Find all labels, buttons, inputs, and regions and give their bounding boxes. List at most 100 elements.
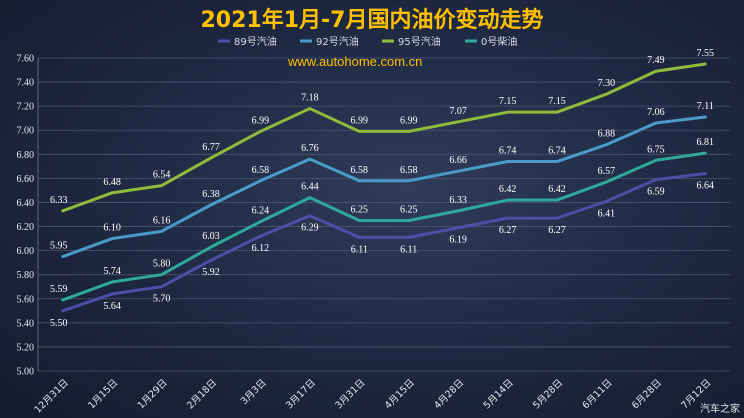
data-label: 7.07 bbox=[449, 106, 467, 117]
data-label: 6.27 bbox=[548, 225, 566, 236]
data-label: 6.59 bbox=[647, 187, 665, 198]
chart-title: 2021年1月-7月国内油价变动走势 bbox=[200, 8, 544, 33]
y-tick-label: 7.60 bbox=[17, 54, 35, 65]
data-label: 6.25 bbox=[400, 205, 418, 216]
data-label: 6.48 bbox=[103, 177, 121, 188]
data-label: 6.57 bbox=[598, 166, 616, 177]
data-label: 6.03 bbox=[202, 231, 220, 242]
data-label: 6.41 bbox=[598, 208, 616, 219]
data-label: 6.77 bbox=[202, 142, 220, 153]
x-tick-label: 6月11日 bbox=[581, 377, 615, 411]
y-tick-label: 5.80 bbox=[17, 270, 35, 281]
data-label: 6.58 bbox=[252, 165, 270, 176]
y-tick-label: 6.00 bbox=[17, 246, 35, 257]
x-tick-label: 2月18日 bbox=[185, 377, 219, 411]
y-tick-label: 6.80 bbox=[17, 150, 35, 161]
legend: 89号汽油 92号汽油 95号汽油 0号柴油 bbox=[218, 35, 517, 48]
series-line bbox=[61, 151, 707, 302]
data-label: 5.74 bbox=[103, 266, 121, 277]
data-label: 5.64 bbox=[103, 301, 121, 312]
x-tick-label: 3月31日 bbox=[333, 377, 367, 411]
x-tick-label: 4月28日 bbox=[432, 377, 466, 411]
grid-lines bbox=[37, 57, 730, 372]
data-label: 6.74 bbox=[499, 146, 517, 157]
data-label: 6.10 bbox=[103, 223, 121, 234]
data-label: 5.70 bbox=[153, 294, 171, 305]
data-label: 6.58 bbox=[351, 165, 369, 176]
y-tick-label: 6.40 bbox=[17, 198, 35, 209]
series-line bbox=[61, 172, 707, 313]
x-tick-label: 5月14日 bbox=[482, 377, 516, 411]
data-label: 7.15 bbox=[548, 96, 566, 107]
x-tick-label: 3月3日 bbox=[239, 377, 269, 407]
data-label: 6.24 bbox=[252, 206, 270, 217]
y-tick-label: 5.20 bbox=[17, 342, 35, 353]
data-label: 6.25 bbox=[351, 205, 369, 216]
data-label: 5.95 bbox=[50, 241, 68, 252]
y-tick-label: 7.00 bbox=[17, 126, 35, 137]
y-tick-label: 6.60 bbox=[17, 174, 35, 185]
x-tick-label: 3月17日 bbox=[284, 377, 318, 411]
data-label: 6.75 bbox=[647, 144, 665, 155]
data-label: 6.29 bbox=[301, 223, 319, 234]
data-label: 6.81 bbox=[697, 137, 715, 148]
data-label: 5.50 bbox=[50, 318, 68, 329]
data-label: 6.12 bbox=[252, 243, 270, 254]
data-label: 5.80 bbox=[153, 259, 171, 270]
x-tick-label: 1月15日 bbox=[86, 377, 120, 411]
legend-label: 89号汽油 bbox=[234, 35, 277, 48]
x-tick-label: 6月28日 bbox=[630, 377, 664, 411]
watermark: www.autohome.com.cn bbox=[287, 54, 422, 69]
data-label: 6.11 bbox=[400, 244, 417, 255]
data-label: 6.27 bbox=[499, 225, 517, 236]
data-label: 6.66 bbox=[449, 155, 467, 166]
data-label: 7.49 bbox=[647, 55, 665, 66]
data-label: 7.55 bbox=[697, 48, 715, 59]
data-label: 7.18 bbox=[301, 93, 319, 104]
data-label: 6.44 bbox=[301, 182, 319, 193]
data-label: 6.64 bbox=[697, 181, 715, 192]
data-label: 6.99 bbox=[351, 115, 369, 126]
data-label: 6.99 bbox=[252, 115, 270, 126]
data-label: 6.76 bbox=[301, 143, 319, 154]
y-tick-label: 5.40 bbox=[17, 318, 35, 329]
data-label: 6.11 bbox=[351, 244, 368, 255]
series-line bbox=[61, 115, 707, 259]
data-label: 6.19 bbox=[449, 235, 467, 246]
x-tick-label: 4月15日 bbox=[383, 377, 417, 411]
x-tick-label: 12月31日 bbox=[33, 377, 71, 415]
data-label: 6.99 bbox=[400, 115, 418, 126]
y-tick-label: 5.00 bbox=[17, 367, 35, 378]
data-label: 6.54 bbox=[153, 170, 171, 181]
data-label: 7.30 bbox=[598, 78, 616, 89]
data-label: 6.88 bbox=[598, 129, 616, 140]
y-axis: 5.00 5.20 5.40 5.60 5.80 6.00 6.20 6.40 6.60 6.80… bbox=[17, 54, 35, 378]
data-label: 6.33 bbox=[449, 195, 467, 206]
series-lines bbox=[61, 62, 707, 313]
y-tick-label: 5.60 bbox=[17, 294, 35, 305]
y-tick-label: 6.20 bbox=[17, 222, 35, 233]
data-label: 5.92 bbox=[202, 267, 220, 278]
legend-label: 0号柴油 bbox=[481, 35, 517, 48]
y-tick-label: 7.20 bbox=[17, 102, 35, 113]
x-axis: 12月31日 1月15日 1月29日 2月18日 3月3日 3月17日 3月31日 4月15日… bbox=[33, 377, 714, 415]
y-tick-label: 7.40 bbox=[17, 78, 35, 89]
data-label: 7.15 bbox=[499, 96, 517, 107]
data-label: 6.38 bbox=[202, 189, 220, 200]
data-label: 6.16 bbox=[153, 215, 171, 226]
brand-label: 汽车之家 bbox=[700, 402, 740, 415]
data-label: 5.59 bbox=[50, 284, 68, 295]
x-tick-label: 5月28日 bbox=[531, 377, 565, 411]
legend-label: 95号汽油 bbox=[398, 35, 441, 48]
series-line bbox=[61, 62, 707, 213]
legend-label: 92号汽油 bbox=[316, 35, 359, 48]
data-label: 6.42 bbox=[499, 184, 517, 195]
x-tick-label: 1月29日 bbox=[136, 377, 170, 411]
data-labels: 5.50 5.64 5.70 5.92 6.12 6.29 6.11 6.11 6.19 6.27… bbox=[50, 48, 714, 329]
data-label: 7.11 bbox=[697, 101, 714, 112]
data-label: 6.42 bbox=[548, 184, 566, 195]
data-label: 6.74 bbox=[548, 146, 566, 157]
data-label: 6.33 bbox=[50, 195, 68, 206]
data-label: 6.58 bbox=[400, 165, 418, 176]
